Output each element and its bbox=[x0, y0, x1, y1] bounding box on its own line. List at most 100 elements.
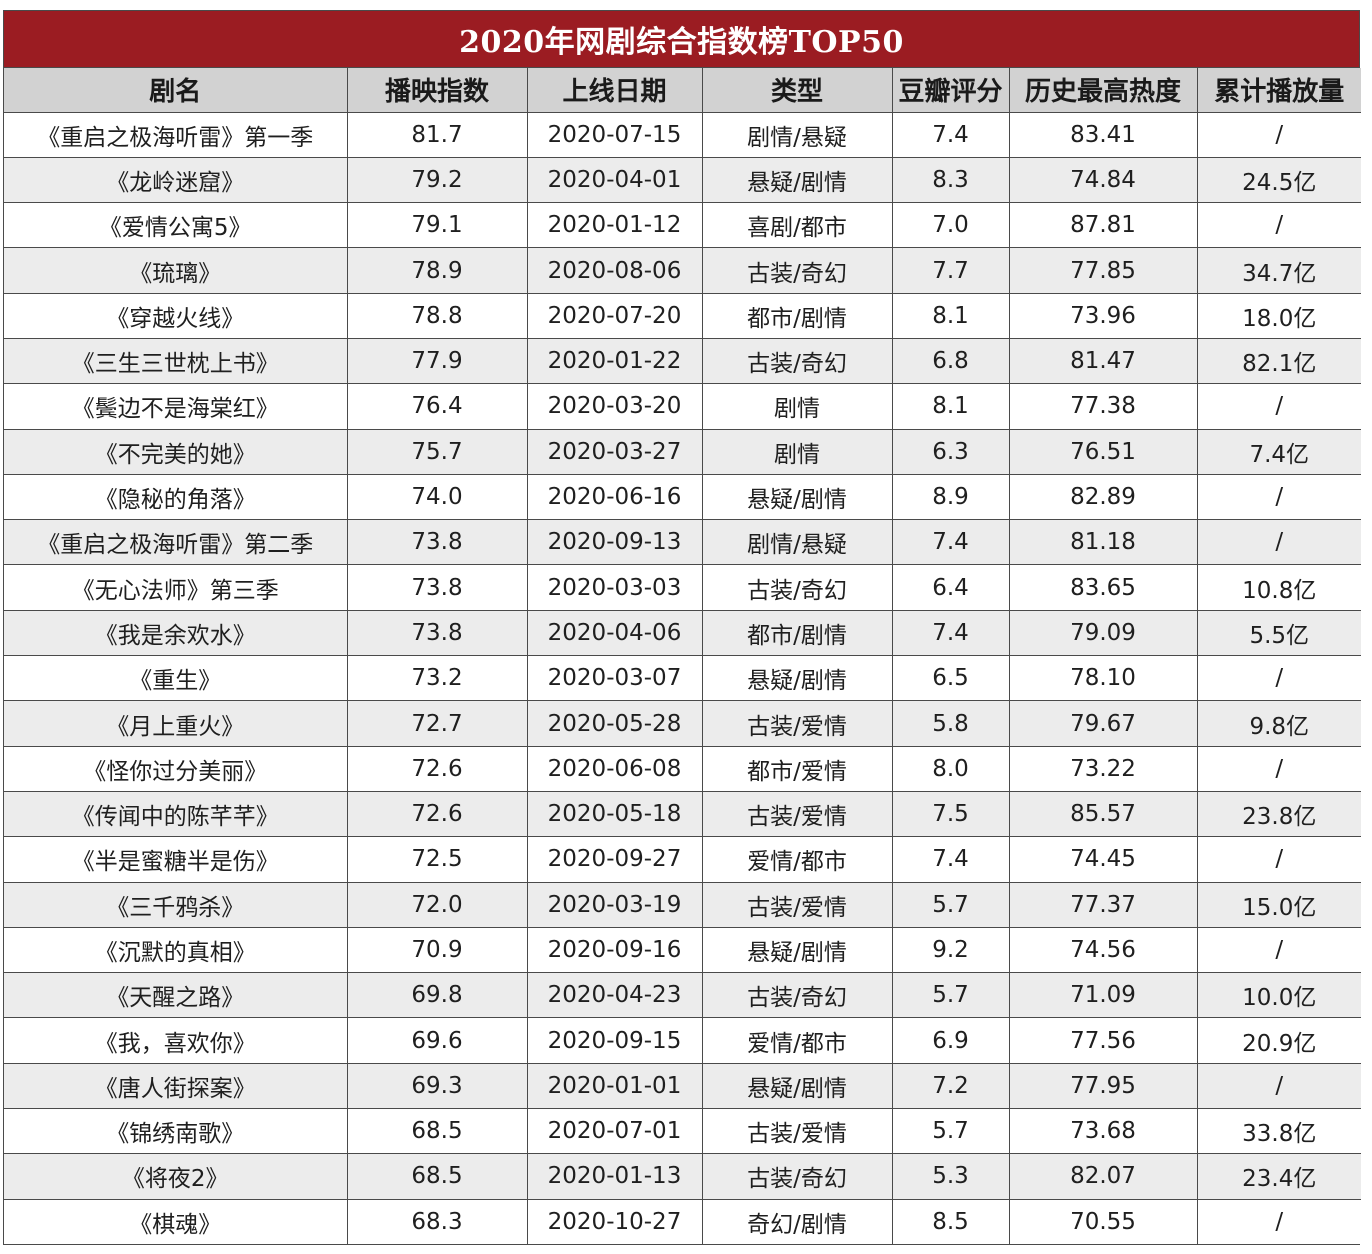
cell-peak-heat: 85.57 bbox=[1008, 790, 1198, 838]
cell-douban-score: 8.9 bbox=[891, 473, 1010, 521]
cell-release-date: 2020-09-13 bbox=[526, 519, 703, 566]
cell-play-index: 73.8 bbox=[346, 609, 528, 657]
cell-peak-heat: 77.56 bbox=[1008, 1017, 1198, 1064]
cell-title: 《月上重火》 bbox=[4, 700, 348, 747]
cell-douban-score: 8.5 bbox=[891, 1198, 1010, 1245]
cell-release-date: 2020-03-07 bbox=[526, 655, 703, 702]
cell-release-date: 2020-09-16 bbox=[526, 926, 703, 974]
table-row: 《棋魂》 68.3 2020-10-27 奇幻/剧情 8.5 70.55/ bbox=[4, 1198, 1361, 1245]
cell-total-views: / bbox=[1196, 1062, 1361, 1110]
cell-play-index: 73.8 bbox=[346, 564, 528, 611]
cell-genre: 都市/剧情 bbox=[701, 609, 893, 657]
cell-release-date: 2020-06-08 bbox=[526, 745, 703, 792]
cell-douban-score: 7.7 bbox=[891, 247, 1010, 294]
cell-total-views: / bbox=[1196, 926, 1361, 974]
cell-genre: 悬疑/剧情 bbox=[701, 655, 893, 702]
cell-genre: 古装/奇幻 bbox=[701, 247, 893, 294]
ranking-table-container: 2020年网剧综合指数榜TOP50 剧名 播映指数 上线日期 类型 豆瓣评分 历史最高热度… bbox=[3, 10, 1361, 1246]
cell-peak-heat: 70.55 bbox=[1008, 1198, 1198, 1245]
cell-title: 《鬓边不是海棠红》 bbox=[4, 383, 348, 430]
table-row: 《无心法师》第三季 73.8 2020-03-03 古装/奇幻 6.4 83.65 10.8… bbox=[4, 564, 1361, 611]
cell-peak-heat: 77.37 bbox=[1008, 881, 1198, 928]
table-row: 《龙岭迷窟》 79.2 2020-04-01 悬疑/剧情 8.3 74.84 24.5亿 bbox=[4, 156, 1361, 204]
cell-title: 《重启之极海听雷》第二季 bbox=[4, 519, 348, 566]
cell-release-date: 2020-03-03 bbox=[526, 564, 703, 611]
cell-total-views: / bbox=[1196, 1198, 1361, 1245]
cell-genre: 喜剧/都市 bbox=[701, 202, 893, 249]
cell-genre: 古装/爱情 bbox=[701, 790, 893, 838]
column-header-release-date: 上线日期 bbox=[526, 68, 703, 113]
cell-douban-score: 6.4 bbox=[891, 564, 1010, 611]
cell-peak-heat: 78.10 bbox=[1008, 655, 1198, 702]
cell-total-views: / bbox=[1196, 519, 1361, 566]
cell-release-date: 2020-06-16 bbox=[526, 473, 703, 521]
cell-play-index: 69.3 bbox=[346, 1062, 528, 1110]
cell-peak-heat: 74.56 bbox=[1008, 926, 1198, 974]
cell-total-views: 23.4亿 bbox=[1196, 1153, 1361, 1200]
cell-release-date: 2020-07-15 bbox=[526, 111, 703, 158]
cell-play-index: 74.0 bbox=[346, 473, 528, 521]
cell-release-date: 2020-03-27 bbox=[526, 428, 703, 475]
cell-release-date: 2020-04-06 bbox=[526, 609, 703, 657]
cell-play-index: 75.7 bbox=[346, 428, 528, 475]
cell-douban-score: 7.4 bbox=[891, 836, 1010, 883]
table-row: 《我，喜欢你》 69.6 2020-09-15 爱情/都市 6.9 77.56 20.9亿 bbox=[4, 1017, 1361, 1064]
cell-peak-heat: 79.09 bbox=[1008, 609, 1198, 657]
cell-genre: 剧情 bbox=[701, 428, 893, 475]
cell-peak-heat: 74.45 bbox=[1008, 836, 1198, 883]
cell-play-index: 68.3 bbox=[346, 1198, 528, 1245]
cell-peak-heat: 73.96 bbox=[1008, 292, 1198, 339]
cell-genre: 剧情/悬疑 bbox=[701, 519, 893, 566]
cell-peak-heat: 83.41 bbox=[1008, 111, 1198, 158]
cell-douban-score: 7.5 bbox=[891, 790, 1010, 838]
cell-title: 《唐人街探案》 bbox=[4, 1062, 348, 1110]
cell-total-views: 20.9亿 bbox=[1196, 1017, 1361, 1064]
cell-play-index: 73.2 bbox=[346, 655, 528, 702]
table-row: 《不完美的她》 75.7 2020-03-27 剧情 6.3 76.51 7.4亿 bbox=[4, 428, 1361, 475]
column-header-peak-heat: 历史最高热度 bbox=[1008, 68, 1198, 113]
cell-total-views: / bbox=[1196, 383, 1361, 430]
cell-play-index: 76.4 bbox=[346, 383, 528, 430]
cell-play-index: 78.8 bbox=[346, 292, 528, 339]
cell-genre: 悬疑/剧情 bbox=[701, 926, 893, 974]
table-row: 《三千鸦杀》 72.0 2020-03-19 古装/爱情 5.7 77.37 15.0亿 bbox=[4, 881, 1361, 928]
table-row: 《爱情公寓5》 79.1 2020-01-12 喜剧/都市 7.0 87.81/ bbox=[4, 202, 1361, 249]
cell-genre: 古装/奇幻 bbox=[701, 1153, 893, 1200]
cell-genre: 古装/爱情 bbox=[701, 700, 893, 747]
cell-douban-score: 5.7 bbox=[891, 881, 1010, 928]
cell-peak-heat: 77.85 bbox=[1008, 247, 1198, 294]
cell-peak-heat: 77.38 bbox=[1008, 383, 1198, 430]
cell-total-views: / bbox=[1196, 202, 1361, 249]
cell-release-date: 2020-05-28 bbox=[526, 700, 703, 747]
cell-peak-heat: 74.84 bbox=[1008, 156, 1198, 204]
cell-douban-score: 7.4 bbox=[891, 111, 1010, 158]
table-row: 《天醒之路》 69.8 2020-04-23 古装/奇幻 5.7 71.09 10.0亿 bbox=[4, 972, 1361, 1019]
table-row: 《琉璃》 78.9 2020-08-06 古装/奇幻 7.7 77.85 34.7亿 bbox=[4, 247, 1361, 294]
cell-total-views: 9.8亿 bbox=[1196, 700, 1361, 747]
table-row: 《三生三世枕上书》 77.9 2020-01-22 古装/奇幻 6.8 81.47 82.1… bbox=[4, 337, 1361, 385]
table-row: 《重启之极海听雷》第二季 73.8 2020-09-13 剧情/悬疑 7.4 81.18/ bbox=[4, 519, 1361, 566]
cell-peak-heat: 79.67 bbox=[1008, 700, 1198, 747]
cell-douban-score: 8.1 bbox=[891, 292, 1010, 339]
cell-douban-score: 5.3 bbox=[891, 1153, 1010, 1200]
cell-peak-heat: 82.07 bbox=[1008, 1153, 1198, 1200]
cell-release-date: 2020-03-19 bbox=[526, 881, 703, 928]
cell-play-index: 72.6 bbox=[346, 745, 528, 792]
cell-genre: 古装/奇幻 bbox=[701, 972, 893, 1019]
cell-genre: 都市/剧情 bbox=[701, 292, 893, 339]
column-header-douban-score: 豆瓣评分 bbox=[891, 68, 1010, 113]
column-header-genre: 类型 bbox=[701, 68, 893, 113]
cell-genre: 剧情 bbox=[701, 383, 893, 430]
table-row: 《重生》 73.2 2020-03-07 悬疑/剧情 6.5 78.10/ bbox=[4, 655, 1361, 702]
table-row: 《怪你过分美丽》 72.6 2020-06-08 都市/爱情 8.0 73.22/ bbox=[4, 745, 1361, 792]
cell-total-views: 82.1亿 bbox=[1196, 337, 1361, 385]
cell-peak-heat: 73.68 bbox=[1008, 1108, 1198, 1155]
cell-genre: 悬疑/剧情 bbox=[701, 1062, 893, 1110]
column-header-total-views: 累计播放量 bbox=[1196, 68, 1361, 113]
cell-genre: 古装/爱情 bbox=[701, 881, 893, 928]
cell-douban-score: 5.8 bbox=[891, 700, 1010, 747]
table-title: 2020年网剧综合指数榜TOP50 bbox=[4, 11, 1359, 68]
cell-total-views: 5.5亿 bbox=[1196, 609, 1361, 657]
cell-title: 《传闻中的陈芊芊》 bbox=[4, 790, 348, 838]
cell-douban-score: 5.7 bbox=[891, 972, 1010, 1019]
